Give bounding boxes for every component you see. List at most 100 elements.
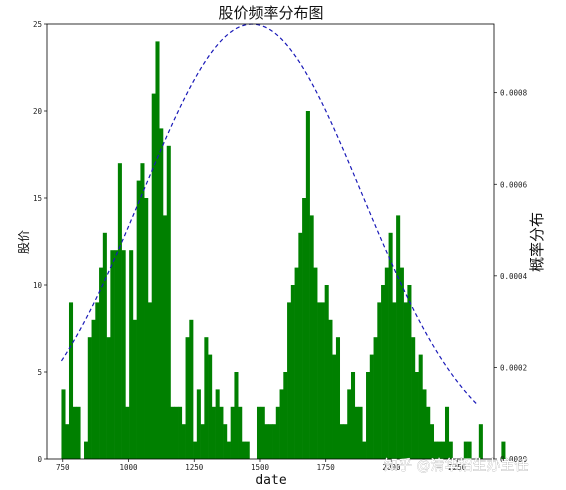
histogram-bar: [102, 232, 107, 459]
histogram-bar: [448, 441, 453, 459]
histogram-bar: [369, 354, 374, 459]
histogram-bar: [189, 319, 194, 459]
histogram-bar: [166, 145, 171, 460]
x-tick-label: 2250: [448, 463, 467, 472]
axes-group: [46, 23, 495, 460]
histogram-bar: [155, 41, 160, 460]
histogram-bar: [373, 337, 378, 459]
histogram-bar: [245, 441, 250, 459]
histogram-bar: [87, 337, 92, 459]
histogram-bar: [414, 372, 419, 459]
plot-frame: [46, 23, 495, 460]
histogram-bar: [174, 406, 179, 459]
chart-title: 股价频率分布图: [218, 4, 323, 22]
histogram-bar: [429, 424, 435, 459]
y2-tick-label: 0.0006: [500, 180, 528, 189]
histogram-bar: [388, 232, 393, 459]
histogram-bar: [294, 267, 299, 459]
bars-group: [61, 41, 506, 460]
histogram-bar: [211, 406, 216, 459]
histogram-bar: [106, 337, 111, 459]
histogram-bar: [238, 406, 243, 459]
ticks-group: 750 1000 1250 1500 1750 2000 2250 0 5 10 15 20 25 0.0…: [33, 20, 528, 472]
x-tick-label: 1250: [185, 463, 204, 472]
histogram-bar: [144, 198, 149, 459]
histogram-bar: [125, 406, 130, 459]
histogram-bar: [226, 441, 231, 459]
histogram-bar: [204, 337, 209, 459]
histogram-bar: [200, 424, 205, 459]
histogram-bar: [437, 441, 442, 459]
histogram-bar: [381, 285, 386, 459]
histogram-bar: [170, 406, 175, 459]
histogram-bar: [411, 337, 416, 459]
histogram-bar: [403, 302, 408, 459]
y-tick-label: 15: [33, 194, 42, 203]
histogram-bar: [287, 302, 292, 459]
histogram-bar: [95, 302, 100, 459]
normal-distribution-curve: [60, 23, 479, 406]
histogram-bar: [290, 285, 295, 459]
y-tick-label: 10: [33, 281, 43, 290]
histogram-bar: [91, 319, 96, 459]
histogram-bar: [275, 406, 280, 459]
histogram-bar: [260, 406, 265, 459]
histogram-bar: [358, 406, 363, 459]
histogram-bar: [467, 441, 472, 459]
histogram-bar: [76, 406, 81, 459]
histogram-bar: [117, 163, 122, 459]
histogram-bar: [377, 302, 382, 459]
histogram-bar: [136, 180, 141, 459]
watermark: 知乎 @清华招生办主任: [384, 457, 528, 474]
histogram-bar: [313, 267, 318, 459]
x-tick-label: 1000: [119, 463, 138, 472]
histogram-bar: [219, 406, 224, 459]
histogram-bar: [256, 406, 262, 459]
histogram-bar: [335, 337, 341, 459]
y2-axis-label: 概率分布: [528, 212, 546, 272]
histogram-bar: [298, 232, 303, 459]
histogram-bar: [241, 441, 247, 459]
y2-tick-label: 0.0008: [500, 89, 528, 98]
y2-tick-label: 0.0004: [500, 272, 528, 281]
y-tick-label: 5: [37, 368, 42, 377]
histogram-bar: [362, 441, 367, 459]
histogram-bar: [309, 215, 314, 459]
histogram-bar: [185, 337, 190, 459]
histogram-bar: [99, 267, 104, 459]
histogram-bar: [347, 389, 352, 459]
histogram-bar: [339, 424, 344, 459]
histogram-bar: [444, 406, 450, 459]
histogram-bar: [268, 424, 273, 459]
histogram-bar: [463, 441, 468, 459]
histogram-bar: [129, 250, 134, 459]
histogram-bar: [178, 406, 183, 459]
histogram-bar: [208, 354, 213, 459]
histogram-bar: [328, 319, 333, 459]
histogram-bar: [354, 406, 359, 459]
histogram-bar: [366, 372, 371, 459]
histogram-bar: [162, 215, 168, 459]
x-tick-label: 750: [56, 463, 70, 472]
x-tick-label: 2000: [382, 463, 401, 472]
histogram-bar: [384, 267, 389, 459]
histogram-bar: [279, 389, 284, 459]
histogram-bar: [426, 406, 431, 459]
x-tick-label: 1500: [251, 463, 270, 472]
y-axis-label: 股价: [17, 230, 31, 254]
histogram-bar: [283, 372, 288, 459]
histogram-bar: [151, 93, 156, 459]
histogram-bar: [72, 406, 77, 459]
histogram-bar: [407, 285, 412, 459]
y-tick-label: 25: [33, 20, 42, 29]
histogram-bar: [399, 267, 404, 459]
histogram-bar: [392, 302, 397, 459]
histogram-bar: [65, 424, 70, 459]
x-tick-label: 1750: [317, 463, 336, 472]
histogram-bar: [433, 441, 438, 459]
y-tick-label: 20: [33, 107, 43, 116]
y-tick-label: 0: [37, 455, 42, 464]
curve-group: [60, 23, 479, 406]
histogram-bar: [350, 372, 356, 459]
histogram-bar: [234, 372, 239, 459]
